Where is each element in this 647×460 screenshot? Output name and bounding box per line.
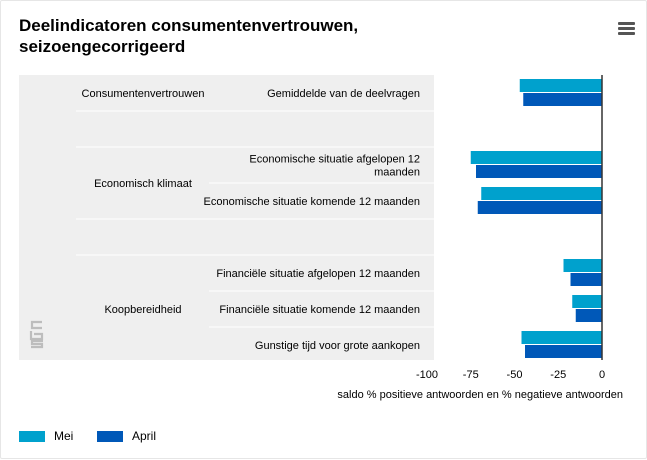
category-label-panel <box>19 75 434 360</box>
bar-mei-economische-situatie-komende-12-maanden[interactable] <box>481 187 602 200</box>
bar-april-economische-situatie-komende-12-maanden[interactable] <box>477 201 602 214</box>
bar-mei-gemiddelde-van-de-deelvragen[interactable] <box>519 79 602 92</box>
legend-swatch-april <box>97 430 123 442</box>
bars <box>470 79 603 358</box>
chart-title: Deelindicatoren consumentenvertrouwen, s… <box>19 15 358 57</box>
legend-label-mei: Mei <box>54 429 74 443</box>
group-label-koopbereidheid: Koopbereidheid <box>104 304 181 316</box>
x-tick-label: 0 <box>599 369 605 381</box>
cbs-logo-icon <box>29 320 44 349</box>
bar-april-financiele-situatie-afgelopen-12-maanden[interactable] <box>570 273 603 286</box>
category-label-financiele-situatie-afgelopen-12-maanden: Financiële situatie afgelopen 12 maanden <box>216 268 420 280</box>
chart-title-line1: Deelindicatoren consumentenvertrouwen, <box>19 16 359 35</box>
bar-mei-financiele-situatie-komende-12-maanden[interactable] <box>572 295 602 308</box>
bar-april-economische-situatie-afgelopen-12-maanden[interactable] <box>476 165 602 178</box>
legend-item-april[interactable]: April <box>97 428 156 444</box>
legend-label-april: April <box>132 429 157 443</box>
category-label-financiele-situatie-komende-12-maanden: Financiële situatie komende 12 maanden <box>219 304 420 316</box>
group-label-consumentenvertrouwen: Consumentenvertrouwen <box>82 88 205 100</box>
bar-april-gunstige-tijd-voor-grote-aankopen[interactable] <box>525 345 602 358</box>
bar-mei-gunstige-tijd-voor-grote-aankopen[interactable] <box>521 331 603 344</box>
category-labels: Gemiddelde van de deelvragen Economische … <box>204 88 420 352</box>
row-separators <box>76 110 434 328</box>
x-tick-label: -25 <box>550 369 566 381</box>
category-label-economische-situatie-afgelopen-12-maanden: Economische situatie afgelopen 12 maanden <box>249 154 420 179</box>
chart-title-line2: seizoengecorrigeerd <box>19 37 186 56</box>
x-tick-label: -75 <box>463 369 479 381</box>
group-labels: Consumentenvertrouwen Economisch klimaat K… <box>82 88 205 316</box>
category-label-economische-situatie-komende-12-maanden: Economische situatie komende 12 maanden <box>204 196 420 208</box>
x-axis-label: saldo % positieve antwoorden en % negati… <box>337 389 623 401</box>
x-axis: -100 -75 -50 -25 0 <box>416 75 605 381</box>
category-label-gemiddelde-van-de-deelvragen: Gemiddelde van de deelvragen <box>267 88 420 100</box>
bar-mei-economische-situatie-afgelopen-12-maanden[interactable] <box>470 151 602 164</box>
x-tick-label: -100 <box>416 369 438 381</box>
bar-mei-financiele-situatie-afgelopen-12-maanden[interactable] <box>563 259 603 272</box>
category-label-gunstige-tijd-voor-grote-aankopen: Gunstige tijd voor grote aankopen <box>255 340 420 352</box>
legend-item-mei[interactable]: Mei <box>19 428 73 444</box>
legend-swatch-mei <box>19 430 45 442</box>
hamburger-menu-icon[interactable] <box>618 22 636 36</box>
bar-april-financiele-situatie-komende-12-maanden[interactable] <box>575 309 602 322</box>
x-tick-label: -50 <box>507 369 523 381</box>
bar-april-gemiddelde-van-de-deelvragen[interactable] <box>523 93 602 106</box>
group-label-economisch-klimaat: Economisch klimaat <box>94 178 192 190</box>
